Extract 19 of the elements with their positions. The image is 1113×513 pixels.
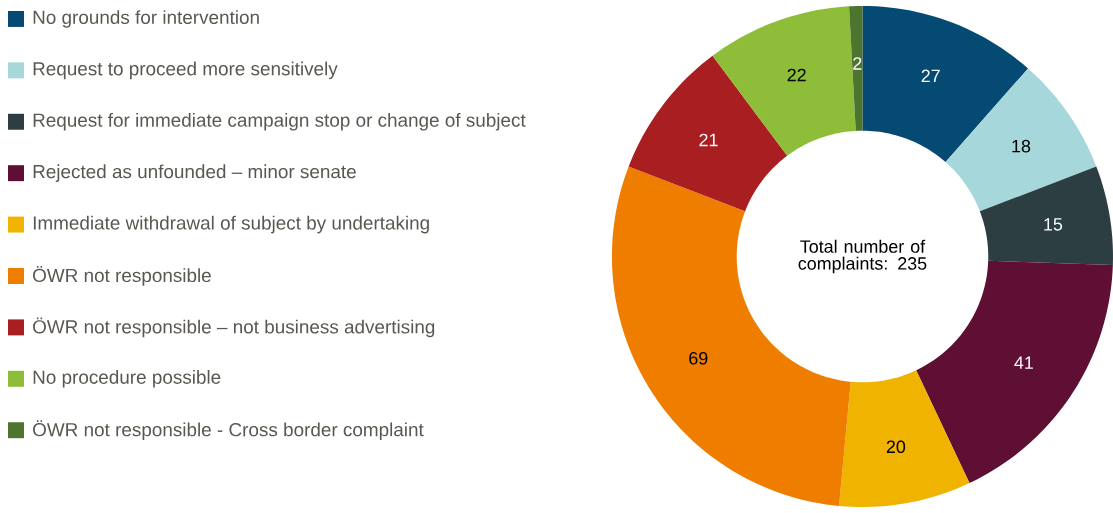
data-label: 15	[1044, 218, 1063, 231]
legend-label: Request to proceed more sensitively	[33, 61, 338, 80]
legend-label: ÖWR not responsible - Cross border complaint	[33, 420, 424, 441]
text: Total number of complaints: 235	[798, 239, 927, 274]
data-label: 18	[1012, 139, 1031, 153]
legend-label: No procedure possible	[33, 369, 221, 388]
legend-label: Immediate withdrawal of subject by undertaking	[33, 215, 429, 234]
data-label: 21	[699, 133, 718, 147]
legend-label: No grounds for intervention	[33, 10, 259, 28]
data-label: 41	[1014, 356, 1033, 369]
legend-label: Rejected as unfounded – minor senate	[33, 164, 356, 182]
data-label: 69	[689, 351, 708, 365]
data-label: 22	[787, 68, 806, 82]
data-label: 2	[853, 57, 862, 70]
legend-label: ÖWR not responsible – not business advertising	[33, 317, 435, 338]
data-label: 27	[921, 69, 940, 83]
legend-label: Request for immediate campaign stop or change of subject	[33, 112, 526, 131]
legend-label: ÖWR not responsible	[33, 266, 211, 286]
data-label: 20	[886, 440, 906, 454]
